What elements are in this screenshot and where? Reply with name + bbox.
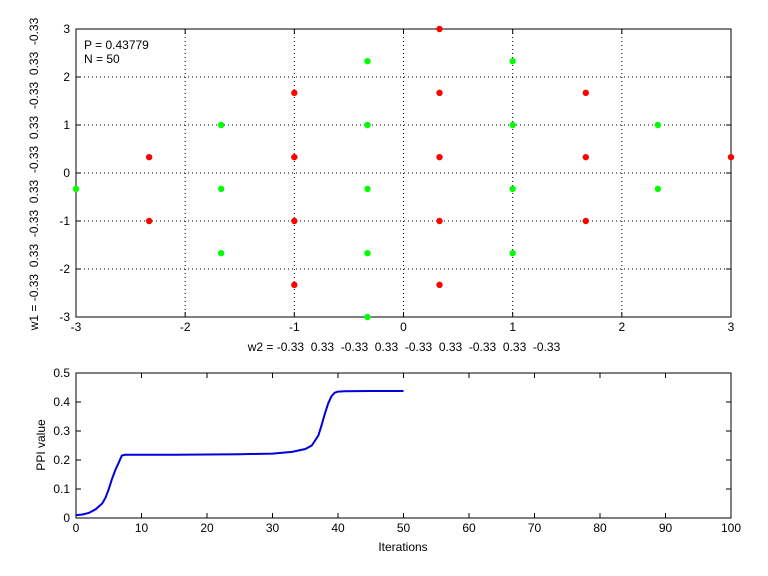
scatter-grid	[76, 29, 731, 317]
scatter-x-label: w2 = -0.33 0.33 -0.33 0.33 -0.33 0.33 -0…	[247, 340, 561, 354]
green-point	[509, 249, 516, 257]
green-point	[364, 57, 371, 65]
line-x-tick-label: 50	[397, 521, 411, 535]
line-x-tick-label: 30	[266, 521, 280, 535]
line-x-tick-label: 40	[331, 521, 345, 535]
green-point	[654, 121, 662, 129]
green-point	[509, 185, 516, 193]
red-point	[436, 217, 443, 225]
red-point	[436, 25, 443, 33]
scatter-x-tick-label: 2	[618, 320, 625, 334]
line-y-tick-label: 0.3	[53, 424, 70, 438]
scatter-y-tick-label: -2	[59, 262, 70, 276]
green-point	[654, 185, 662, 193]
line-y-tick-label: 0	[63, 511, 70, 525]
ppi-series-line	[75, 390, 404, 517]
line-x-tick-label: 0	[73, 521, 80, 535]
red-point	[582, 217, 590, 225]
scatter-y-tick-label: 2	[63, 70, 70, 84]
red-point	[436, 89, 443, 97]
red-point	[436, 153, 443, 161]
red-point	[436, 281, 443, 289]
green-point	[364, 313, 371, 321]
scatter-y-tick-label: -1	[59, 214, 70, 228]
line-y-tick-label: 0.5	[53, 366, 70, 380]
green-point	[217, 185, 225, 193]
green-point	[364, 121, 371, 129]
line-y-tick-label: 0.1	[53, 482, 70, 496]
line-x-tick-label: 70	[528, 521, 542, 535]
green-point	[509, 57, 516, 65]
red-point	[727, 153, 735, 161]
annotation-p: P = 0.43779	[84, 38, 149, 52]
green-point	[364, 185, 371, 193]
red-point	[291, 153, 298, 161]
scatter-ticks: -3 -2 -1 0 1 2 3 -3 -2 -1 0 1 2 3	[59, 22, 734, 334]
line-x-tick-label: 20	[200, 521, 214, 535]
green-point	[217, 249, 225, 257]
red-point	[291, 281, 298, 289]
scatter-y-tick-label: 0	[63, 166, 70, 180]
scatter-points	[72, 25, 735, 321]
line-x-tick-label: 80	[593, 521, 607, 535]
line-x-label: Iterations	[378, 540, 427, 554]
scatter-x-tick-label: 3	[728, 320, 735, 334]
annotation-n: N = 50	[84, 52, 120, 66]
scatter-y-label: w1 = -0.33 0.33 -0.33 0.33 -0.33 0.33 -0…	[27, 17, 41, 331]
scatter-x-tick-label: 0	[400, 320, 407, 334]
line-y-tick-label: 0.4	[53, 395, 70, 409]
red-point	[291, 89, 298, 97]
line-plot: 0 10 20 30 40 50 60 70 80 90 100 0 0.1 0.2 0.3 0.4 0.5 I…	[34, 366, 741, 554]
scatter-x-tick-label: -3	[71, 320, 82, 334]
green-point	[217, 121, 225, 129]
scatter-x-tick-label: 1	[509, 320, 516, 334]
scatter-x-tick-label: -1	[289, 320, 300, 334]
line-x-tick-label: 100	[721, 521, 741, 535]
scatter-y-tick-label: -3	[59, 310, 70, 324]
line-y-tick-label: 0.2	[53, 453, 70, 467]
green-point	[509, 121, 516, 129]
line-x-tick-label: 60	[462, 521, 476, 535]
red-point	[291, 217, 298, 225]
red-point	[145, 153, 153, 161]
green-point	[364, 249, 371, 257]
line-x-tick-label: 10	[135, 521, 149, 535]
line-ticks: 0 10 20 30 40 50 60 70 80 90 100 0 0.1 0.2 0.3 0.4 0.5	[53, 366, 741, 535]
green-point	[72, 185, 80, 193]
line-x-tick-label: 90	[659, 521, 673, 535]
red-point	[582, 89, 590, 97]
scatter-y-tick-label: 1	[63, 118, 70, 132]
line-y-label: PPI value	[34, 419, 48, 471]
scatter-x-tick-label: -2	[180, 320, 191, 334]
scatter-y-tick-label: 3	[63, 22, 70, 36]
red-point	[582, 153, 590, 161]
red-point	[145, 217, 153, 225]
